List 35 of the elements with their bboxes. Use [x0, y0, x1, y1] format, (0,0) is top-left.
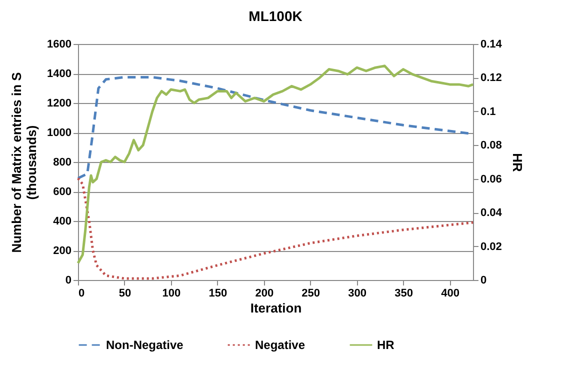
- y-tick-label: 1200: [47, 98, 72, 110]
- x-tick-label: 300: [348, 288, 367, 300]
- line-series: [76, 64, 474, 264]
- y-tick-label: 200: [53, 245, 72, 257]
- y-tick-label: 1600: [47, 38, 72, 50]
- y2-tick-label: 0.06: [480, 173, 502, 186]
- x-tick-label: 0: [78, 288, 85, 300]
- x-tick-label: 250: [302, 288, 320, 300]
- y-tick-label: 800: [53, 156, 72, 168]
- line-series: [76, 176, 474, 280]
- y2-axis-title: HR: [510, 153, 525, 172]
- x-tick-label: 400: [441, 288, 460, 300]
- y2-tick-label: 0.08: [480, 140, 502, 152]
- y2-tick-label: 0.14: [480, 38, 503, 50]
- y2-tick-label: 0.04: [480, 207, 503, 220]
- y-axis-title: Number of Matrix entries in S (thousands): [9, 72, 40, 253]
- x-tick-label: 150: [208, 288, 228, 300]
- chart-title: ML100K: [248, 8, 302, 24]
- y2-tick-label: 0.02: [480, 240, 502, 253]
- y-tick-label: 600: [53, 186, 72, 198]
- x-tick-label: 100: [162, 288, 181, 300]
- y2-tick-label: 0: [480, 274, 487, 286]
- y2-tick-label: 0.12: [480, 72, 502, 84]
- legend-label: HR: [377, 338, 395, 352]
- legend-label: Non-Negative: [106, 338, 184, 352]
- x-tick-label: 50: [118, 288, 132, 300]
- legend-label: Negative: [255, 338, 306, 352]
- x-axis-title: Iteration: [250, 300, 302, 316]
- y-tick-label: 1000: [47, 127, 72, 139]
- y-tick-label: 0: [65, 274, 72, 286]
- x-tick-label: 350: [394, 288, 413, 300]
- y-tick-label: 400: [53, 216, 72, 228]
- y-tick-label: 1400: [47, 68, 72, 80]
- y2-tick-label: 0.1: [480, 106, 496, 118]
- x-tick-label: 200: [255, 288, 274, 300]
